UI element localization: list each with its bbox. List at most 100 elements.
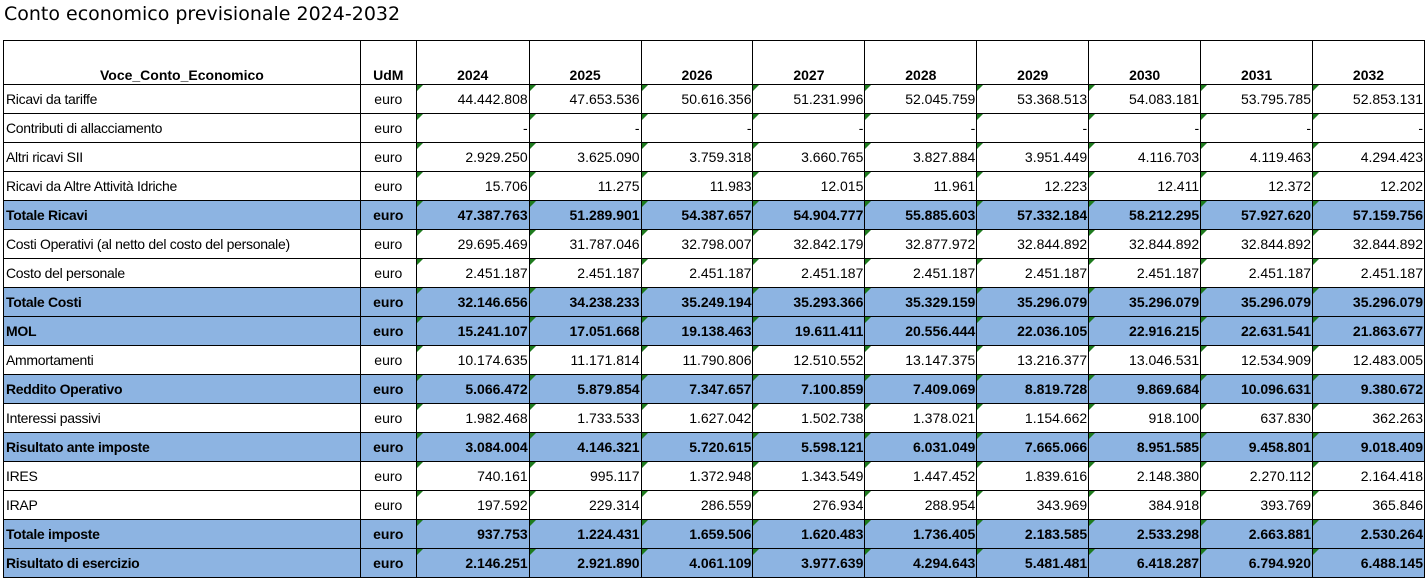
value-cell: 1.659.506 [640,519,754,549]
value-cell: 4.119.463 [1200,142,1314,172]
value-cell: 51.289.901 [528,200,642,230]
column-header-year: 2032 [1312,40,1425,85]
row-label: Risultato di esercizio [3,548,361,578]
value-cell: 3.660.765 [752,142,866,172]
value-cell: 1.982.468 [415,403,530,433]
value-cell: 1.447.452 [864,461,978,491]
row-label: Contributi di allacciamento [3,113,361,143]
value-cell: 2.451.187 [752,258,866,288]
value-cell: 32.844.892 [976,229,1090,259]
value-cell: 44.442.808 [415,84,530,114]
column-header-voce: Voce_Conto_Economico [3,40,361,85]
row-unit: euro [359,316,417,346]
value-cell: 35.296.079 [1312,287,1425,317]
table-row: Interessi passivi euro 1.982.468 1.733.533 1… [3,403,1425,433]
row-label: Costi Operativi (al netto del costo del … [3,229,361,259]
value-cell: 9.458.801 [1200,432,1314,462]
row-label: Risultato ante imposte [3,432,361,462]
value-cell: 7.665.066 [976,432,1090,462]
value-cell: 3.084.004 [415,432,530,462]
value-cell: 6.488.145 [1312,548,1425,578]
value-cell: 2.451.187 [640,258,754,288]
value-cell: 50.616.356 [640,84,754,114]
value-cell: 57.159.756 [1312,200,1425,230]
value-cell: 740.161 [415,461,530,491]
row-label: Totale Ricavi [3,200,361,230]
row-label: MOL [3,316,361,346]
value-cell: 54.387.657 [640,200,754,230]
value-cell: 13.147.375 [864,345,978,375]
value-cell: 9.869.684 [1088,374,1202,404]
value-cell: 32.798.007 [640,229,754,259]
value-cell: 22.916.215 [1088,316,1202,346]
row-unit: euro [359,490,417,520]
value-cell: 5.598.121 [752,432,866,462]
value-cell: 1.627.042 [640,403,754,433]
column-header-year: 2031 [1200,40,1314,85]
value-cell: 54.904.777 [752,200,866,230]
value-cell: - [640,113,754,143]
value-cell: 8.951.585 [1088,432,1202,462]
value-cell: 10.096.631 [1200,374,1314,404]
row-unit: euro [359,229,417,259]
value-cell: 57.927.620 [1200,200,1314,230]
column-header-year: 2029 [976,40,1090,85]
value-cell: 7.347.657 [640,374,754,404]
value-cell: 2.530.264 [1312,519,1425,549]
value-cell: 52.853.131 [1312,84,1425,114]
value-cell: 276.934 [752,490,866,520]
page-title: Conto economico previsionale 2024-2032 [4,3,401,25]
value-cell: 11.983 [640,171,754,201]
value-cell: 15.241.107 [415,316,530,346]
value-cell: 995.117 [528,461,642,491]
value-cell: 58.212.295 [1088,200,1202,230]
value-cell: 5.720.615 [640,432,754,462]
value-cell: 1.154.662 [976,403,1090,433]
value-cell: 13.046.531 [1088,345,1202,375]
table-row: Ricavi da tariffe euro 44.442.808 47.653.53… [3,84,1425,114]
value-cell: 55.885.603 [864,200,978,230]
row-label: Costo del personale [3,258,361,288]
value-cell: 32.146.656 [415,287,530,317]
value-cell: 365.846 [1312,490,1425,520]
value-cell: 13.216.377 [976,345,1090,375]
row-unit: euro [359,345,417,375]
value-cell: 21.863.677 [1312,316,1425,346]
value-cell: 9.380.672 [1312,374,1425,404]
value-cell: - [752,113,866,143]
header-row: Voce_Conto_Economico UdM 2024 2025 2026 … [3,40,1425,85]
table-row: IRES euro 740.161 995.117 1.372.948 1.343.549… [3,461,1425,491]
value-cell: 3.951.449 [976,142,1090,172]
row-label: IRES [3,461,361,491]
table-row: Costi Operativi (al netto del costo del … [3,229,1425,259]
value-cell: 11.171.814 [528,345,642,375]
value-cell: 288.954 [864,490,978,520]
value-cell: 3.827.884 [864,142,978,172]
value-cell: 35.249.194 [640,287,754,317]
value-cell: 1.343.549 [752,461,866,491]
value-cell: 35.329.159 [864,287,978,317]
value-cell: 10.174.635 [415,345,530,375]
value-cell: - [1312,113,1425,143]
row-unit: euro [359,113,417,143]
column-header-year: 2024 [415,40,530,85]
table-row-total: MOL euro 15.241.107 17.051.668 19.138.463 19.… [3,316,1425,346]
value-cell: 2.183.585 [976,519,1090,549]
table-row-total: Reddito Operativo euro 5.066.472 5.879.854 7… [3,374,1425,404]
value-cell: 29.695.469 [415,229,530,259]
value-cell: 2.451.187 [1200,258,1314,288]
value-cell: 22.631.541 [1200,316,1314,346]
column-header-year: 2025 [528,40,642,85]
value-cell: 12.411 [1088,171,1202,201]
value-cell: 11.790.806 [640,345,754,375]
income-statement-table: Voce_Conto_Economico UdM 2024 2025 2026 … [3,40,1425,578]
value-cell: - [1200,113,1314,143]
value-cell: 2.921.890 [528,548,642,578]
table-row: IRAP euro 197.592 229.314 286.559 276.934 288.… [3,490,1425,520]
value-cell: 54.083.181 [1088,84,1202,114]
value-cell: 637.830 [1200,403,1314,433]
row-label: Ammortamenti [3,345,361,375]
row-label: Totale imposte [3,519,361,549]
value-cell: 35.293.366 [752,287,866,317]
value-cell: 12.223 [976,171,1090,201]
